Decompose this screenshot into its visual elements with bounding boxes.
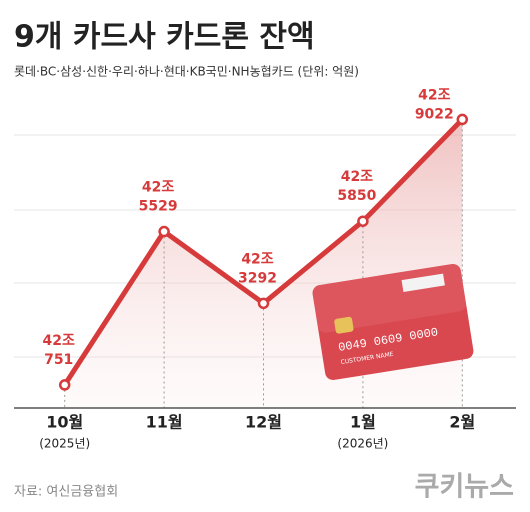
x-tick-sublabel: (2026년) bbox=[337, 437, 388, 451]
value-label: 5850 bbox=[337, 188, 376, 204]
point bbox=[357, 215, 369, 227]
x-tick-label: 2월 bbox=[449, 413, 475, 432]
point bbox=[257, 297, 270, 310]
point bbox=[158, 225, 170, 238]
value-label: 3292 bbox=[238, 270, 277, 286]
x-tick-label: 11월 bbox=[146, 413, 183, 432]
x-tick-label: 10월 bbox=[46, 413, 83, 432]
plot: 42조 751 42조 5529 42조 3292 42조 5850 42조 9022 10월 (20… bbox=[39, 87, 475, 450]
value-label: 9022 bbox=[415, 106, 454, 122]
x-tick-label: 12월 bbox=[245, 413, 282, 432]
point bbox=[58, 379, 71, 391]
logo: 쿠키뉴스 bbox=[415, 472, 514, 503]
value-label: 42조 bbox=[341, 169, 373, 185]
value-label: 42조 bbox=[241, 251, 273, 267]
chart-subtitle: 롯데·BC·삼성·신한·우리·하나·현대·KB국민·NH농협카드 (단위: 억원… bbox=[14, 65, 359, 79]
chart-title: 9개 카드사 카드론 잔액 bbox=[14, 20, 315, 55]
value-label: 42조 bbox=[43, 333, 75, 349]
x-tick-sublabel: (2025년) bbox=[39, 437, 90, 451]
value-label: 751 bbox=[44, 352, 73, 368]
card-illustration: 0049 0609 0000 CUSTOMER NAME bbox=[312, 264, 474, 380]
point bbox=[456, 113, 469, 126]
card-strip bbox=[401, 273, 445, 292]
card-chip bbox=[334, 316, 354, 334]
value-label: 42조 bbox=[418, 87, 450, 103]
x-tick-label: 1월 bbox=[350, 413, 376, 432]
value-label: 42조 bbox=[142, 180, 174, 196]
value-label: 5529 bbox=[139, 199, 178, 215]
source: 자료: 여신금융협회 bbox=[14, 485, 118, 500]
